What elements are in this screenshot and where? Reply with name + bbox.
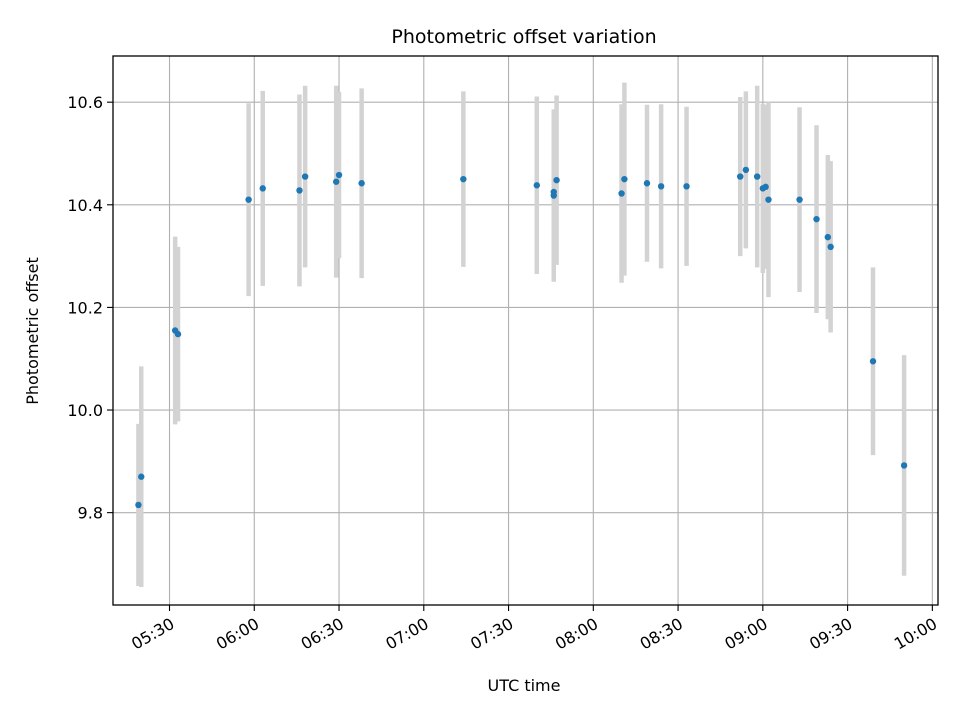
x-axis-label: UTC time [488, 676, 561, 695]
y-tick-label: 10.2 [67, 298, 103, 317]
data-point [869, 358, 877, 365]
data-point [550, 192, 557, 199]
plot-frame [112, 55, 939, 606]
x-axis: 05:30 06:00 06:30 07:00 07:30 08:00 08:30 09:00… [128, 605, 940, 654]
data-point [553, 176, 560, 184]
data-point [824, 233, 832, 241]
x-tick-label: 05:30 [128, 614, 177, 654]
x-tick-label: 07:30 [467, 614, 516, 654]
y-tick-label: 10.4 [67, 196, 103, 215]
data-point [333, 178, 340, 185]
data-points [135, 166, 908, 509]
data-point [753, 173, 761, 180]
data-point [765, 196, 772, 203]
data-point [358, 180, 365, 187]
data-point [174, 330, 182, 338]
x-tick-label: 08:30 [637, 614, 686, 654]
grid [113, 56, 938, 605]
y-tick-label: 10.6 [67, 93, 103, 112]
data-point [138, 473, 145, 480]
data-point [742, 166, 750, 174]
data-point [737, 173, 744, 180]
x-tick-label: 10:00 [891, 614, 940, 654]
data-point [900, 462, 908, 469]
data-point [643, 180, 651, 187]
y-tick-label: 9.8 [78, 504, 103, 523]
x-tick-label: 07:00 [382, 614, 431, 654]
data-point [335, 171, 343, 179]
data-point [460, 175, 467, 183]
data-point [135, 501, 142, 509]
data-point [533, 182, 541, 189]
data-point [796, 196, 803, 203]
chart-title: Photometric offset variation [391, 26, 656, 48]
data-point [762, 183, 769, 191]
data-point [683, 183, 690, 190]
x-tick-label: 06:00 [213, 614, 262, 654]
data-point [657, 183, 665, 190]
data-point [245, 196, 252, 203]
data-point [618, 190, 625, 197]
y-axis: 9.8 10.0 10.2 10.4 10.6 [67, 93, 113, 523]
x-tick-label: 08:00 [552, 614, 601, 654]
data-point [621, 175, 628, 183]
x-tick-label: 06:30 [298, 614, 347, 654]
data-point [301, 173, 309, 180]
data-point [259, 185, 266, 192]
data-point [296, 187, 303, 194]
data-point [827, 243, 834, 251]
y-axis-label: Photometric offset [23, 257, 42, 405]
x-tick-label: 09:00 [721, 614, 770, 654]
x-tick-label: 09:30 [806, 614, 855, 654]
y-tick-label: 10.0 [67, 401, 103, 420]
data-point [813, 215, 820, 223]
errorbars [136, 82, 907, 588]
